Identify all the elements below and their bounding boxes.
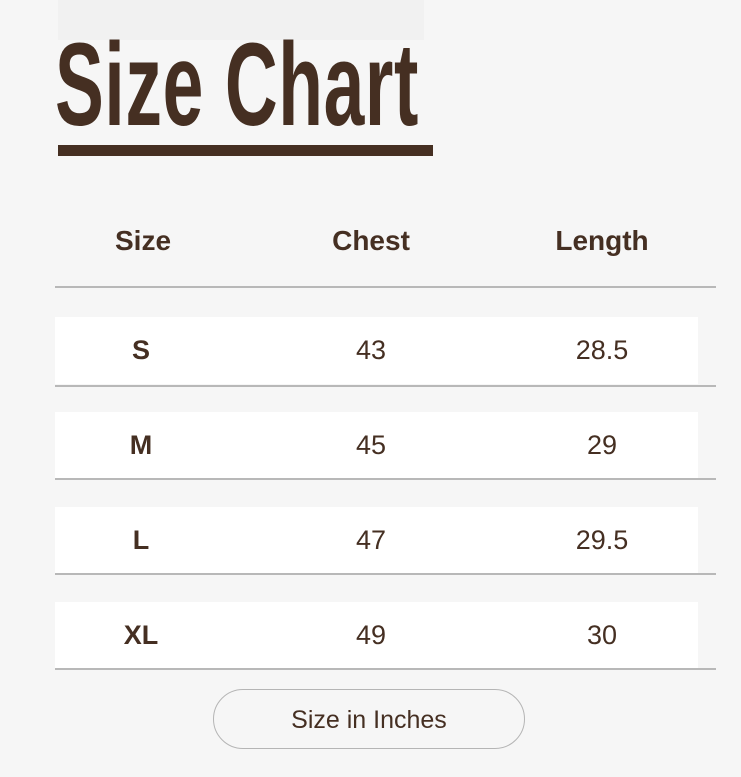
top-band (58, 0, 424, 40)
length-cell: 29 (586, 430, 618, 460)
header-chest: Chest (332, 225, 410, 256)
row-divider (55, 573, 716, 575)
title-underline (58, 145, 433, 156)
length-cell: 28.5 (575, 335, 629, 365)
size-unit-button[interactable]: Size in Inches (213, 689, 525, 749)
row-divider (55, 478, 716, 480)
page-title: Size Chart (55, 19, 419, 151)
size-cell: L (132, 525, 150, 555)
header-length: Length (555, 225, 649, 256)
length-cell: 30 (586, 620, 618, 650)
row-divider (55, 668, 716, 670)
size-cell: XL (123, 620, 159, 650)
table-row: S 43 28.5 (55, 317, 698, 384)
table-row: L 47 29.5 (55, 507, 698, 574)
chest-cell: 45 (355, 430, 387, 460)
chest-cell: 49 (355, 620, 387, 650)
header-divider (55, 286, 716, 288)
table-row: XL 49 30 (55, 602, 698, 669)
size-cell: M (129, 430, 153, 460)
chest-cell: 43 (355, 335, 387, 365)
length-cell: 29.5 (575, 525, 629, 555)
row-divider (55, 385, 716, 387)
table-row: M 45 29 (55, 412, 698, 479)
header-size: Size (114, 225, 172, 256)
size-cell: S (131, 335, 150, 365)
chest-cell: 47 (355, 525, 387, 555)
